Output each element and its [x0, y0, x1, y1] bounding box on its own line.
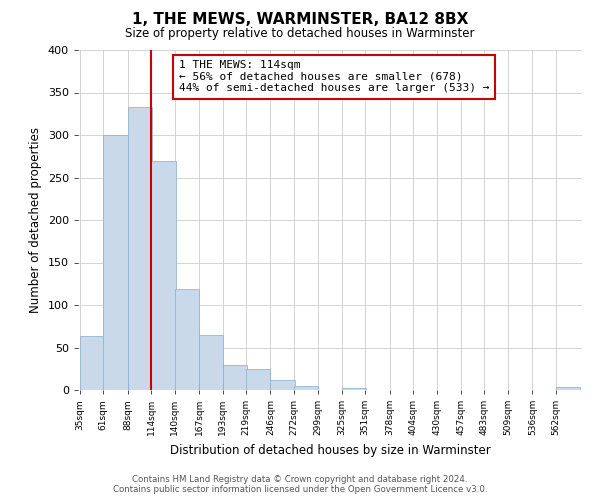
Bar: [175, 289, 199, 390]
Bar: [128, 107, 152, 390]
Bar: [103, 135, 128, 390]
Y-axis label: Number of detached properties: Number of detached properties: [29, 127, 42, 313]
Bar: [80, 336, 104, 390]
Text: Contains HM Land Registry data © Crown copyright and database right 2024.
Contai: Contains HM Land Registry data © Crown c…: [113, 474, 487, 494]
Bar: [342, 388, 366, 390]
Bar: [199, 335, 223, 390]
X-axis label: Distribution of detached houses by size in Warminster: Distribution of detached houses by size …: [170, 444, 490, 456]
Text: 1, THE MEWS, WARMINSTER, BA12 8BX: 1, THE MEWS, WARMINSTER, BA12 8BX: [132, 12, 468, 28]
Bar: [271, 380, 295, 390]
Text: 1 THE MEWS: 114sqm
← 56% of detached houses are smaller (678)
44% of semi-detach: 1 THE MEWS: 114sqm ← 56% of detached hou…: [179, 60, 490, 94]
Bar: [151, 160, 176, 390]
Text: Size of property relative to detached houses in Warminster: Size of property relative to detached ho…: [125, 28, 475, 40]
Bar: [223, 366, 247, 390]
Bar: [294, 386, 318, 390]
Bar: [556, 386, 580, 390]
Bar: [246, 369, 271, 390]
